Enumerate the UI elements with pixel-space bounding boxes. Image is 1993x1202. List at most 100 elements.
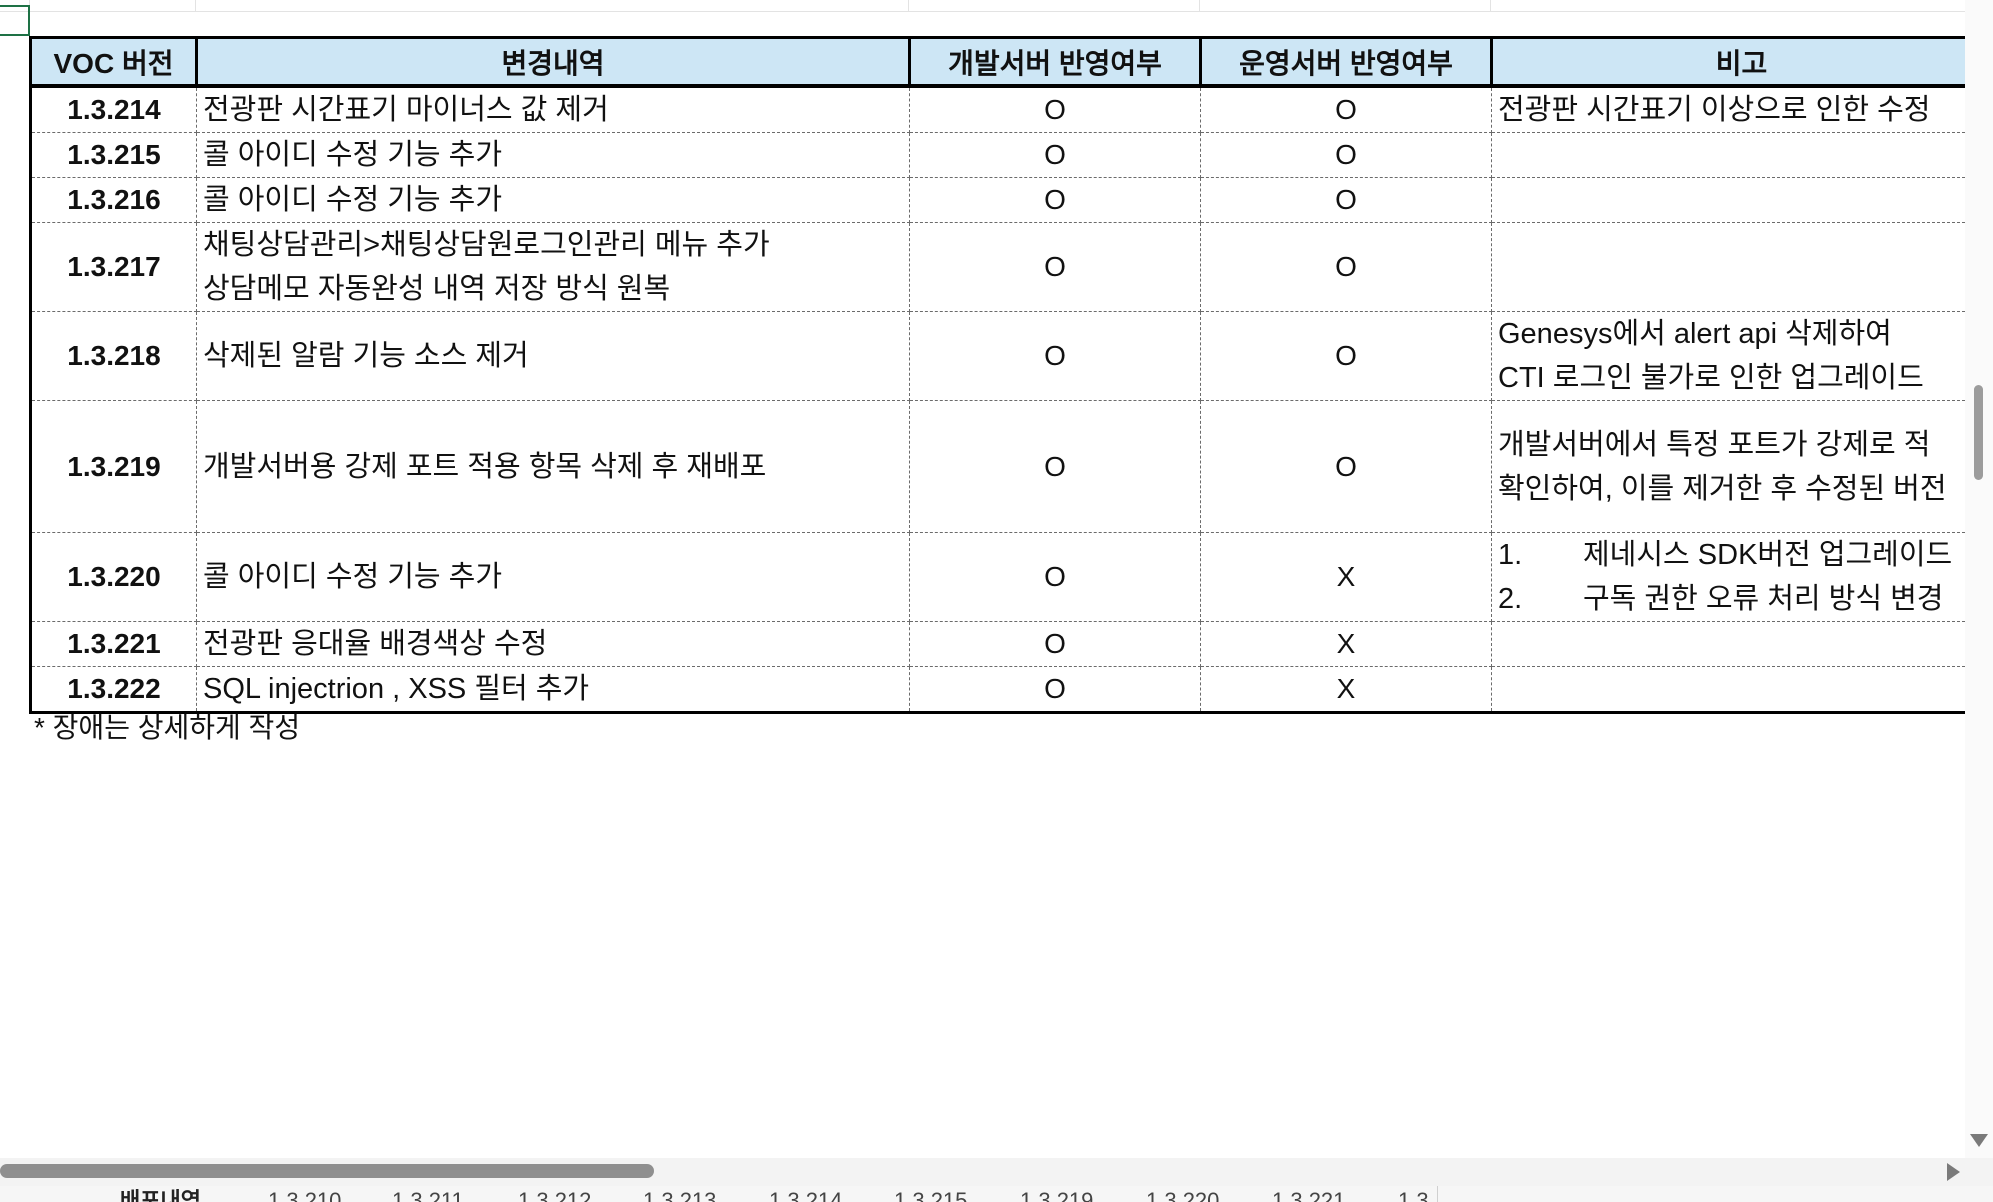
vertical-scroll-thumb[interactable] bbox=[1974, 385, 1983, 480]
cell-prod-applied[interactable]: X bbox=[1200, 532, 1492, 622]
cell-change-description[interactable]: 개발서버용 강제 포트 적용 항목 삭제 후 재배포 bbox=[196, 400, 910, 533]
cell-dev-applied[interactable]: O bbox=[909, 311, 1201, 401]
header-prod-applied[interactable]: 운영서버 반영여부 bbox=[1199, 36, 1493, 88]
remark-number: 2. bbox=[1498, 583, 1523, 615]
vertical-scrollbar[interactable] bbox=[1965, 0, 1993, 1158]
cell-version[interactable]: 1.3.218 bbox=[30, 311, 197, 401]
description-line: SQL injectrion , XSS 필터 추가 bbox=[203, 673, 590, 705]
remark-text: 개발서버에서 특정 포트가 강제로 적 bbox=[1498, 428, 1931, 461]
sheet-tab[interactable]: 1.3.220 bbox=[1146, 1188, 1220, 1202]
cell-prod-applied[interactable]: O bbox=[1200, 132, 1492, 178]
gridline bbox=[1199, 0, 1200, 11]
cell-prod-applied[interactable]: O bbox=[1200, 86, 1492, 133]
cell-version[interactable]: 1.3.214 bbox=[30, 86, 197, 133]
sheet-tab[interactable]: 1.3 bbox=[1398, 1188, 1429, 1202]
cell-prod-applied[interactable]: O bbox=[1200, 177, 1492, 223]
remark-line: 2. 구독 권한 오류 처리 방식 변경 bbox=[1498, 577, 1990, 621]
sheet-tab[interactable]: 1.3.215 bbox=[894, 1188, 968, 1202]
table-row: 1.3.215 콜 아이디 수정 기능 추가 O O bbox=[30, 132, 1992, 178]
cell-remarks[interactable] bbox=[1491, 132, 1992, 178]
sheet-tab[interactable]: 배포내역 bbox=[120, 1188, 201, 1202]
description-line: 삭제된 알람 기능 소스 제거 bbox=[203, 340, 529, 372]
cell-prod-applied[interactable]: X bbox=[1200, 621, 1492, 667]
cell-change-description[interactable]: 콜 아이디 수정 기능 추가 bbox=[196, 132, 910, 178]
header-voc-version[interactable]: VOC 버전 bbox=[29, 36, 198, 88]
remark-number: 1. bbox=[1498, 539, 1523, 571]
remark-text: 구독 권한 오류 처리 방식 변경 bbox=[1583, 583, 1944, 615]
table-row: 1.3.216 콜 아이디 수정 기능 추가 O O bbox=[30, 177, 1992, 223]
cell-remarks[interactable] bbox=[1491, 177, 1992, 223]
cell-change-description[interactable]: 전광판 응대율 배경색상 수정 bbox=[196, 621, 910, 667]
cell-change-description[interactable]: 삭제된 알람 기능 소스 제거 bbox=[196, 311, 910, 401]
cell-prod-applied[interactable]: X bbox=[1200, 666, 1492, 713]
header-changes[interactable]: 변경내역 bbox=[195, 36, 911, 88]
cell-version[interactable]: 1.3.219 bbox=[30, 400, 197, 533]
cell-prod-applied[interactable]: O bbox=[1200, 400, 1492, 533]
cell-version[interactable]: 1.3.215 bbox=[30, 132, 197, 178]
table-row: 1.3.214 전광판 시간표기 마이너스 값 제거 O O 전광판 시간표기 이상으로… bbox=[30, 86, 1992, 133]
cell-dev-applied[interactable]: O bbox=[909, 86, 1201, 133]
description-line: 상담메모 자동완성 내역 저장 방식 원복 bbox=[203, 273, 671, 305]
remark-line: 1. 제네시스 SDK버전 업그레이드 bbox=[1498, 533, 1990, 577]
cell-version[interactable]: 1.3.221 bbox=[30, 621, 197, 667]
cell-dev-applied[interactable]: O bbox=[909, 532, 1201, 622]
gridline bbox=[195, 0, 196, 11]
cell-remarks[interactable]: 개발서버에서 특정 포트가 강제로 적 확인하여, 이를 제거한 후 수정된 버전 bbox=[1491, 400, 1992, 533]
cell-remarks[interactable] bbox=[1491, 666, 1992, 713]
cell-remarks[interactable] bbox=[1491, 222, 1992, 312]
sheet-tab[interactable]: 1.3.210 bbox=[268, 1188, 342, 1202]
description-line: 콜 아이디 수정 기능 추가 bbox=[203, 561, 503, 593]
table-row: 1.3.217 채팅상담관리>채팅상담원로그인관리 메뉴 추가 상담메모 자동완성 … bbox=[30, 222, 1992, 312]
sheet-tab-bar: 배포내역 1.3.210 1.3.211 1.3.212 1.3.213 1.3.214 1… bbox=[0, 1186, 1993, 1202]
cell-dev-applied[interactable]: O bbox=[909, 177, 1201, 223]
scroll-down-arrow-icon[interactable] bbox=[1970, 1134, 1988, 1147]
header-dev-applied[interactable]: 개발서버 반영여부 bbox=[908, 36, 1202, 88]
cell-remarks[interactable] bbox=[1491, 621, 1992, 667]
table-row: 1.3.219 개발서버용 강제 포트 적용 항목 삭제 후 재배포 O O 개발서버에… bbox=[30, 400, 1992, 533]
remark-line: 전광판 시간표기 이상으로 인한 수정 bbox=[1498, 88, 1990, 132]
description-line: 전광판 응대율 배경색상 수정 bbox=[203, 628, 548, 660]
sheet-tab[interactable]: 1.3.221 bbox=[1272, 1188, 1346, 1202]
remark-line: Genesys에서 alert api 삭제하여 bbox=[1498, 312, 1990, 356]
sheet-tab[interactable]: 1.3.214 bbox=[769, 1188, 843, 1202]
selected-cell[interactable] bbox=[0, 5, 30, 36]
gridline bbox=[908, 0, 909, 11]
cell-remarks[interactable]: 1. 제네시스 SDK버전 업그레이드 2. 구독 권한 오류 처리 방식 변경 bbox=[1491, 532, 1992, 622]
remark-text: 제네시스 SDK버전 업그레이드 bbox=[1583, 539, 1953, 571]
remark-line: 개발서버에서 특정 포트가 강제로 적 bbox=[1498, 423, 1990, 467]
table-row: 1.3.222 SQL injectrion , XSS 필터 추가 O X bbox=[30, 666, 1992, 713]
cell-version[interactable]: 1.3.217 bbox=[30, 222, 197, 312]
description-line: 콜 아이디 수정 기능 추가 bbox=[203, 139, 503, 171]
cell-dev-applied[interactable]: O bbox=[909, 666, 1201, 713]
cell-dev-applied[interactable]: O bbox=[909, 132, 1201, 178]
remark-text: 전광판 시간표기 이상으로 인한 수정 bbox=[1498, 94, 1931, 126]
cell-dev-applied[interactable]: O bbox=[909, 621, 1201, 667]
tab-bar-divider bbox=[1437, 1186, 1438, 1202]
cell-change-description[interactable]: 채팅상담관리>채팅상담원로그인관리 메뉴 추가 상담메모 자동완성 내역 저장 방… bbox=[196, 222, 910, 312]
sheet-tab[interactable]: 1.3.211 bbox=[392, 1188, 464, 1202]
description-line: 개발서버용 강제 포트 적용 항목 삭제 후 재배포 bbox=[203, 450, 767, 483]
cell-version[interactable]: 1.3.216 bbox=[30, 177, 197, 223]
header-remarks[interactable]: 비고 bbox=[1490, 36, 1993, 88]
cell-prod-applied[interactable]: O bbox=[1200, 311, 1492, 401]
sheet-tab[interactable]: 1.3.212 bbox=[518, 1188, 592, 1202]
cell-version[interactable]: 1.3.220 bbox=[30, 532, 197, 622]
cell-version[interactable]: 1.3.222 bbox=[30, 666, 197, 713]
footnote[interactable]: * 장애는 상세하게 작성 bbox=[34, 712, 301, 743]
cell-remarks[interactable]: Genesys에서 alert api 삭제하여 CTI 로그인 불가로 인한 업… bbox=[1491, 311, 1992, 401]
cell-change-description[interactable]: SQL injectrion , XSS 필터 추가 bbox=[196, 666, 910, 713]
cell-dev-applied[interactable]: O bbox=[909, 400, 1201, 533]
cell-remarks[interactable]: 전광판 시간표기 이상으로 인한 수정 bbox=[1491, 86, 1992, 133]
cell-change-description[interactable]: 전광판 시간표기 마이너스 값 제거 bbox=[196, 86, 910, 133]
remark-line: CTI 로그인 불가로 인한 업그레이드 bbox=[1498, 356, 1990, 400]
cell-prod-applied[interactable]: O bbox=[1200, 222, 1492, 312]
sheet-tab[interactable]: 1.3.219 bbox=[1020, 1188, 1094, 1202]
gridline bbox=[1490, 0, 1491, 11]
cell-change-description[interactable]: 콜 아이디 수정 기능 추가 bbox=[196, 177, 910, 223]
horizontal-scroll-thumb[interactable] bbox=[0, 1164, 654, 1178]
sheet-tab[interactable]: 1.3.213 bbox=[643, 1188, 717, 1202]
cell-change-description[interactable]: 콜 아이디 수정 기능 추가 bbox=[196, 532, 910, 622]
cell-dev-applied[interactable]: O bbox=[909, 222, 1201, 312]
scroll-right-arrow-icon[interactable] bbox=[1947, 1163, 1960, 1181]
remark-text: Genesys에서 alert api 삭제하여 bbox=[1498, 318, 1892, 350]
